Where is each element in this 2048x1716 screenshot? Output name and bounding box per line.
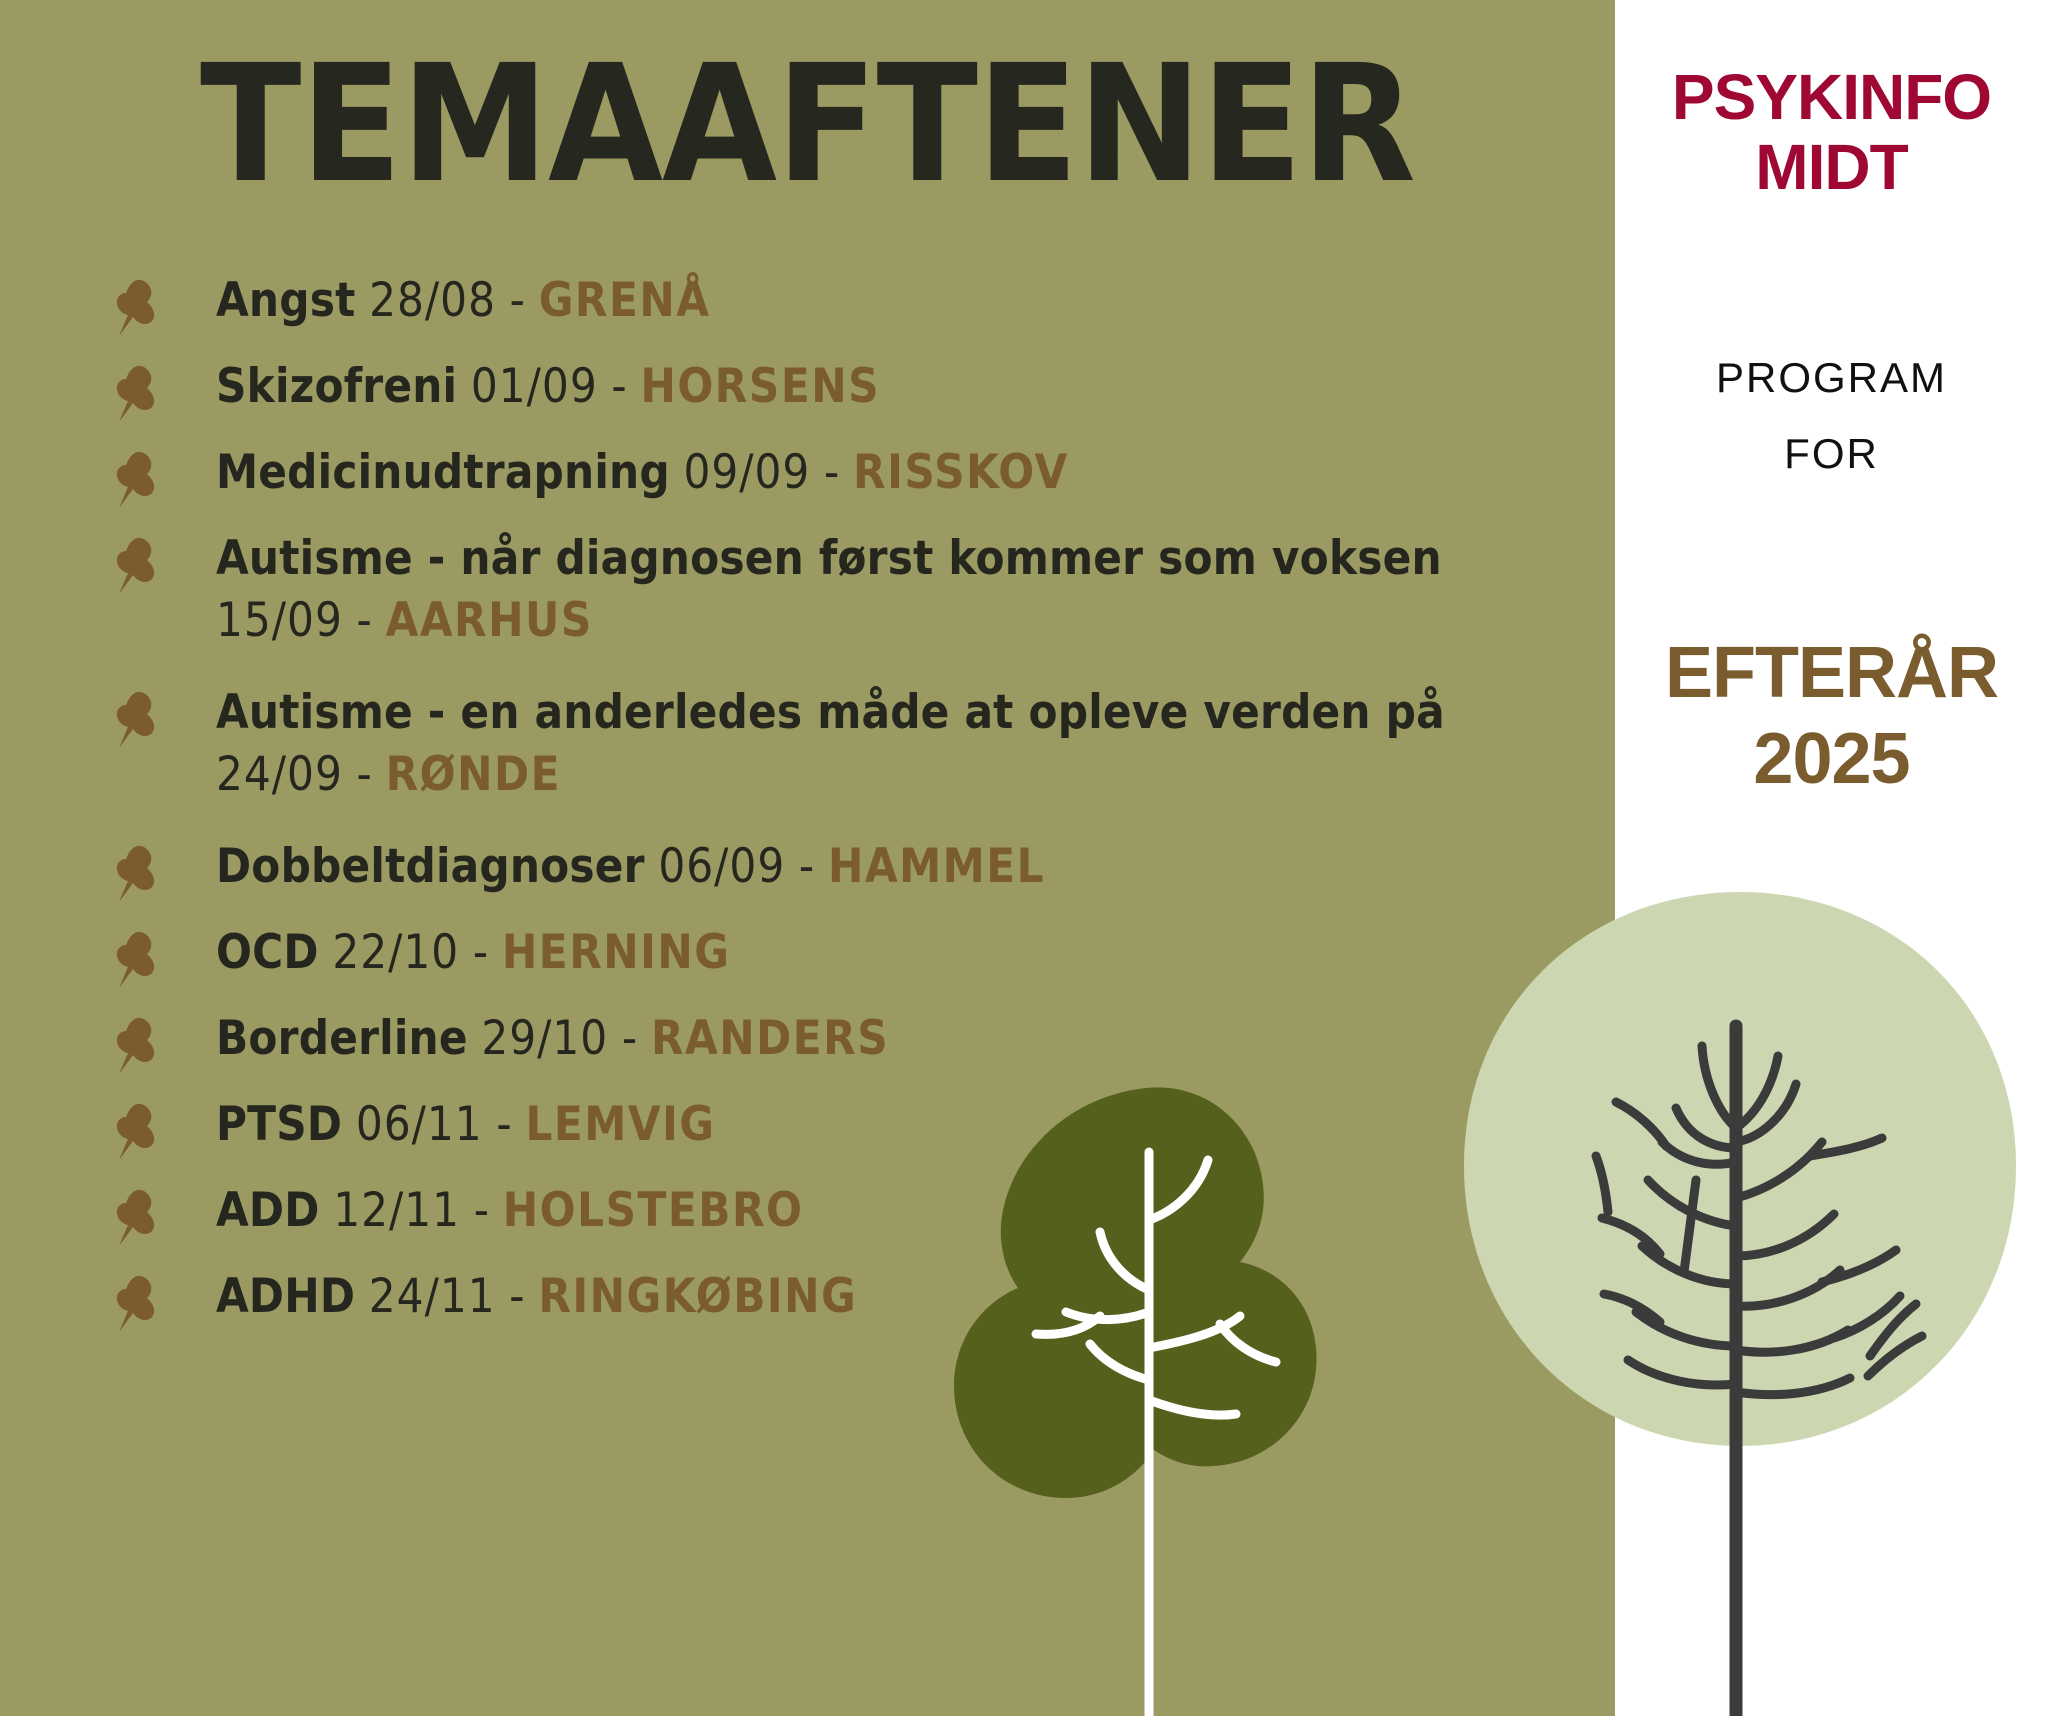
event-text: Medicinudtrapning 09/09 - RISSKOV [216,442,1576,504]
event-dash: - [509,1269,525,1324]
list-item[interactable]: ADHD 24/11 - RINGKØBING [96,1266,1576,1332]
event-dash: - [472,925,489,980]
pushpin-icon [96,270,216,336]
list-item[interactable]: Autisme - når diagnosen først kommer som… [96,528,1576,652]
list-item[interactable]: Dobbeltdiagnoser 06/09 - HAMMEL [96,836,1576,902]
event-city: HORSENS [640,359,881,414]
event-dash: - [798,839,815,894]
list-item[interactable]: OCD 22/10 - HERNING [96,922,1576,988]
brand-logo: PSYKINFO MIDT [1615,62,2048,202]
brand-line-2: MIDT [1755,131,1908,203]
event-city: RINGKØBING [538,1269,858,1324]
event-city: RØNDE [385,747,561,802]
event-dash: - [356,747,372,802]
list-item[interactable]: Medicinudtrapning 09/09 - RISSKOV [96,442,1576,508]
event-city: LEMVIG [525,1097,716,1152]
pushpin-icon [96,442,216,508]
olive-background-panel [0,0,1615,1716]
event-text: Autisme - en anderledes måde at opleve v… [216,682,1576,806]
event-topic: ADHD [216,1269,356,1324]
event-text: Borderline 29/10 - RANDERS [216,1008,1576,1070]
list-item[interactable]: Skizofreni 01/09 - HORSENS [96,356,1576,422]
event-topic: Angst [216,273,356,328]
event-topic: Borderline [216,1011,468,1066]
program-label: PROGRAM [1715,354,1947,401]
event-topic: ADD [216,1183,320,1238]
event-date: 15/09 [216,593,343,648]
event-text: ADD 12/11 - HOLSTEBRO [216,1180,1576,1242]
event-city: HAMMEL [827,839,1046,894]
event-topic: PTSD [216,1097,343,1152]
event-text: Angst 28/08 - GRENÅ [216,270,1576,332]
event-text: Dobbeltdiagnoser 06/09 - HAMMEL [216,836,1576,898]
event-date: 28/08 [369,273,496,328]
event-text: Autisme - når diagnosen først kommer som… [216,528,1576,652]
event-dash: - [509,273,526,328]
season-name: EFTERÅR [1665,633,1999,713]
pushpin-icon [96,682,216,748]
event-dash: - [356,593,372,648]
event-city: RISSKOV [853,445,1069,500]
event-date: 06/09 [658,839,786,894]
event-date: 22/10 [332,925,460,980]
event-topic: Autisme - en anderledes måde at opleve v… [216,685,1445,740]
page-title: TEMAAFTENER [200,31,1416,219]
event-date: 09/09 [683,445,811,500]
for-label: FOR [1784,430,1879,477]
event-date: 01/09 [470,359,598,414]
event-city: AARHUS [385,593,593,648]
pushpin-icon [96,528,216,594]
event-city: RANDERS [650,1011,890,1066]
event-dash: - [473,1183,490,1238]
list-item[interactable]: Autisme - en anderledes måde at opleve v… [96,682,1576,806]
event-text: ADHD 24/11 - RINGKØBING [216,1266,1576,1328]
pushpin-icon [96,356,216,422]
event-topic: Dobbeltdiagnoser [216,839,645,894]
brand-line-1: PSYKINFO [1671,61,1992,133]
event-topic: OCD [216,925,319,980]
event-text: Skizofreni 01/09 - HORSENS [216,356,1576,418]
event-dash: - [621,1011,638,1066]
pushpin-icon [96,922,216,988]
list-item[interactable]: ADD 12/11 - HOLSTEBRO [96,1180,1576,1246]
event-city: HERNING [501,925,731,980]
tree-silhouette-light-icon [1464,892,2016,1716]
event-city: HOLSTEBRO [502,1183,804,1238]
event-date: 06/11 [355,1097,483,1152]
pushpin-icon [96,836,216,902]
event-text: OCD 22/10 - HERNING [216,922,1576,984]
list-item[interactable]: PTSD 06/11 - LEMVIG [96,1094,1576,1160]
list-item[interactable]: Borderline 29/10 - RANDERS [96,1008,1576,1074]
pushpin-icon [96,1180,216,1246]
event-date: 29/10 [481,1011,609,1066]
season-heading: EFTERÅR 2025 [1615,630,2048,802]
event-topic: Autisme - når diagnosen først kommer som… [216,531,1442,586]
pushpin-icon [96,1008,216,1074]
season-year: 2025 [1753,719,1910,799]
event-text: PTSD 06/11 - LEMVIG [216,1094,1576,1156]
tree-silhouette-dark-icon [954,1087,1317,1716]
event-topic: Medicinudtrapning [216,445,670,500]
event-city: GRENÅ [538,273,711,328]
pushpin-icon [96,1266,216,1332]
event-date: 24/11 [368,1269,496,1324]
event-topic: Skizofreni [216,359,458,414]
event-dash: - [823,445,840,500]
list-item[interactable]: Angst 28/08 - GRENÅ [96,270,1576,336]
event-dash: - [611,359,627,414]
event-list: Angst 28/08 - GRENÅ Skizofreni 01/09 - H… [96,270,1576,1352]
event-dash: - [496,1097,512,1152]
program-for-label: PROGRAM FOR [1615,340,2048,492]
event-date: 24/09 [216,747,343,802]
event-date: 12/11 [333,1183,461,1238]
pushpin-icon [96,1094,216,1160]
